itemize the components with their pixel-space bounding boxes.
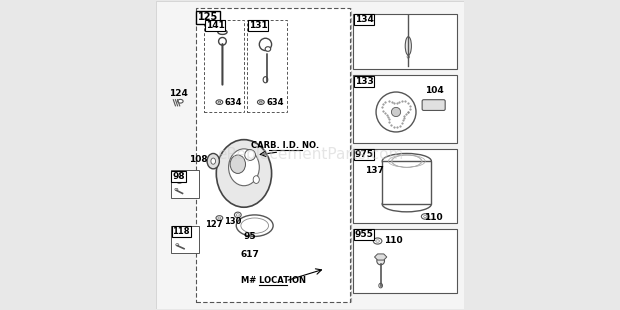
Ellipse shape — [218, 30, 227, 34]
Bar — [171, 226, 199, 253]
Bar — [197, 7, 350, 303]
Ellipse shape — [382, 197, 432, 212]
Ellipse shape — [216, 100, 223, 104]
Ellipse shape — [218, 217, 221, 219]
Ellipse shape — [245, 150, 255, 160]
Ellipse shape — [391, 107, 401, 117]
Ellipse shape — [177, 100, 183, 103]
FancyBboxPatch shape — [422, 100, 445, 110]
Ellipse shape — [382, 153, 432, 169]
Ellipse shape — [376, 240, 379, 242]
Text: 95: 95 — [244, 232, 257, 241]
Ellipse shape — [229, 149, 259, 186]
Ellipse shape — [423, 215, 427, 218]
Text: 634: 634 — [266, 98, 283, 107]
Ellipse shape — [175, 244, 179, 246]
Text: 955: 955 — [355, 230, 373, 239]
Bar — [382, 161, 432, 204]
Text: 130: 130 — [224, 217, 241, 226]
Ellipse shape — [373, 238, 382, 244]
Bar — [171, 170, 199, 198]
Ellipse shape — [236, 214, 239, 216]
Ellipse shape — [216, 216, 223, 220]
Text: 104: 104 — [425, 86, 444, 95]
Ellipse shape — [211, 158, 216, 164]
Bar — [353, 229, 458, 293]
Text: 137: 137 — [365, 166, 384, 175]
Ellipse shape — [422, 214, 429, 219]
Text: 127: 127 — [205, 219, 223, 229]
Ellipse shape — [230, 155, 246, 173]
Ellipse shape — [218, 101, 221, 103]
Text: 118: 118 — [172, 227, 190, 236]
Text: 131: 131 — [249, 21, 267, 30]
Ellipse shape — [376, 92, 416, 132]
Bar — [204, 20, 244, 112]
Ellipse shape — [253, 176, 259, 184]
Ellipse shape — [259, 101, 262, 103]
Ellipse shape — [241, 218, 268, 233]
Bar — [353, 14, 458, 69]
Ellipse shape — [207, 153, 219, 169]
Bar — [353, 149, 458, 223]
Ellipse shape — [176, 233, 182, 237]
Ellipse shape — [379, 283, 383, 288]
Text: 98: 98 — [172, 172, 185, 181]
Text: 110: 110 — [384, 236, 402, 245]
Text: 133: 133 — [355, 77, 373, 86]
Text: CARB. I.D. NO.: CARB. I.D. NO. — [251, 141, 319, 150]
Text: 124: 124 — [169, 89, 188, 98]
Ellipse shape — [265, 47, 271, 51]
Ellipse shape — [236, 215, 273, 237]
Ellipse shape — [407, 55, 410, 58]
Text: 141: 141 — [206, 21, 224, 30]
Text: 975: 975 — [355, 150, 373, 159]
Text: eReplacementParts.com: eReplacementParts.com — [217, 148, 403, 162]
Ellipse shape — [377, 257, 384, 265]
Ellipse shape — [234, 212, 241, 218]
Ellipse shape — [263, 77, 268, 83]
Text: 110: 110 — [423, 213, 442, 222]
Text: 634: 634 — [224, 98, 242, 107]
Ellipse shape — [176, 179, 182, 183]
Ellipse shape — [405, 37, 412, 55]
Text: M# LOCATION: M# LOCATION — [241, 277, 306, 286]
Ellipse shape — [257, 100, 264, 104]
Text: 617: 617 — [241, 250, 260, 259]
Bar — [353, 75, 458, 143]
Bar — [247, 20, 287, 112]
Text: 108: 108 — [189, 155, 208, 164]
Text: 134: 134 — [355, 15, 373, 24]
Text: 125: 125 — [198, 12, 218, 22]
Ellipse shape — [259, 38, 272, 51]
Ellipse shape — [219, 38, 226, 45]
Polygon shape — [374, 254, 387, 260]
Ellipse shape — [216, 140, 272, 207]
Ellipse shape — [175, 188, 178, 190]
